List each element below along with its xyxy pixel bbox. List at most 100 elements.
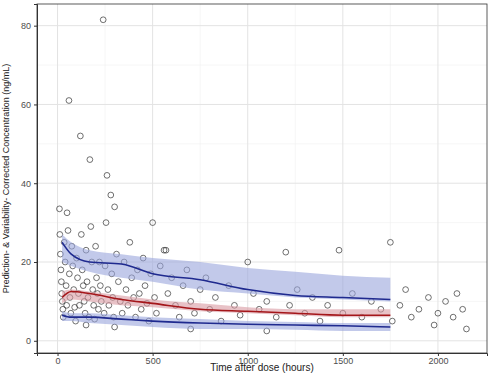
- point: [273, 314, 279, 320]
- x-tick: 0: [56, 353, 61, 366]
- panel-background: [37, 4, 487, 353]
- point: [87, 157, 93, 163]
- x-tick-label: 0: [56, 356, 61, 366]
- point: [460, 306, 466, 312]
- point: [88, 224, 94, 230]
- line: [62, 242, 390, 299]
- point: [116, 279, 122, 285]
- point: [80, 283, 86, 289]
- grid-line: [437, 4, 438, 353]
- y-tick-mark: [34, 104, 37, 105]
- band: [62, 234, 390, 301]
- point: [403, 287, 409, 293]
- point: [450, 314, 456, 320]
- y-tick-mark: [34, 262, 37, 263]
- point: [75, 275, 81, 281]
- y-tick-label: 60: [21, 100, 31, 110]
- point: [336, 247, 342, 253]
- point: [100, 17, 106, 23]
- point: [142, 283, 148, 289]
- point: [83, 322, 89, 328]
- point: [65, 228, 71, 234]
- point: [94, 275, 100, 281]
- point: [64, 302, 70, 308]
- minor-grid-line: [37, 222, 487, 223]
- band: [62, 311, 390, 331]
- chart: 0500100015002000020406080Time after dose…: [0, 0, 500, 373]
- y-tick-mark: [34, 26, 37, 27]
- point: [77, 133, 83, 139]
- point: [84, 279, 90, 285]
- minor-grid-line: [200, 4, 201, 353]
- point: [150, 220, 156, 226]
- x-tick-label: 1500: [333, 356, 353, 366]
- x-tick-label: 2000: [428, 356, 448, 366]
- minor-grid-line: [37, 65, 487, 66]
- x-tick: 1500: [333, 353, 353, 366]
- point: [112, 204, 118, 210]
- point: [127, 239, 133, 245]
- x-axis-title: Time after dose (hours): [210, 362, 314, 373]
- point: [66, 98, 72, 104]
- y-tick: 0: [26, 336, 37, 346]
- point: [454, 291, 460, 297]
- point: [97, 283, 103, 289]
- y-tick: 40: [21, 179, 37, 189]
- grid-line: [37, 340, 487, 341]
- point: [165, 291, 171, 297]
- grid-line: [342, 4, 343, 353]
- point: [105, 287, 111, 293]
- y-tick-label: 80: [21, 21, 31, 31]
- point: [64, 210, 70, 216]
- point: [416, 306, 422, 312]
- point: [325, 302, 331, 308]
- point: [408, 314, 414, 320]
- point: [112, 324, 118, 330]
- y-tick: 80: [21, 21, 37, 31]
- y-tick-mark: [34, 183, 37, 184]
- point: [213, 295, 219, 301]
- point: [192, 310, 198, 316]
- data-layer: [57, 17, 470, 334]
- point: [93, 243, 99, 249]
- point: [57, 232, 63, 238]
- grid-line: [37, 183, 487, 184]
- point: [426, 295, 432, 301]
- y-tick-mark: [34, 341, 37, 342]
- point: [66, 271, 72, 277]
- point: [287, 302, 293, 308]
- point: [63, 283, 69, 289]
- y-tick: 60: [21, 100, 37, 110]
- y-axis-title: Prediction- & Variability- Corrected Con…: [1, 64, 11, 293]
- y-axis: 0 20 40 60 80: [21, 5, 38, 354]
- grid-line: [37, 25, 487, 26]
- point: [96, 306, 102, 312]
- point: [154, 310, 160, 316]
- grid-line: [37, 104, 487, 105]
- x-axis-line: [38, 354, 488, 357]
- x-tick: 500: [146, 353, 161, 366]
- point: [60, 306, 66, 312]
- point: [103, 220, 109, 226]
- x-tick: 2000: [428, 353, 448, 366]
- y-tick-label: 20: [21, 257, 31, 267]
- point: [264, 299, 270, 305]
- point: [388, 239, 394, 245]
- x-tick-label: 500: [146, 356, 161, 366]
- grid: [37, 4, 487, 353]
- y-axis-line: [34, 5, 38, 354]
- grid-line: [247, 4, 248, 353]
- minor-grid-line: [295, 4, 296, 353]
- point: [123, 287, 129, 293]
- minor-grid-line: [37, 143, 487, 144]
- point: [78, 232, 84, 238]
- line: [62, 292, 390, 316]
- point: [108, 192, 114, 198]
- line: [62, 315, 390, 327]
- point: [283, 249, 289, 255]
- point: [397, 302, 403, 308]
- panel-border: [37, 4, 487, 353]
- point: [57, 206, 63, 212]
- point: [464, 326, 470, 332]
- point: [136, 291, 142, 297]
